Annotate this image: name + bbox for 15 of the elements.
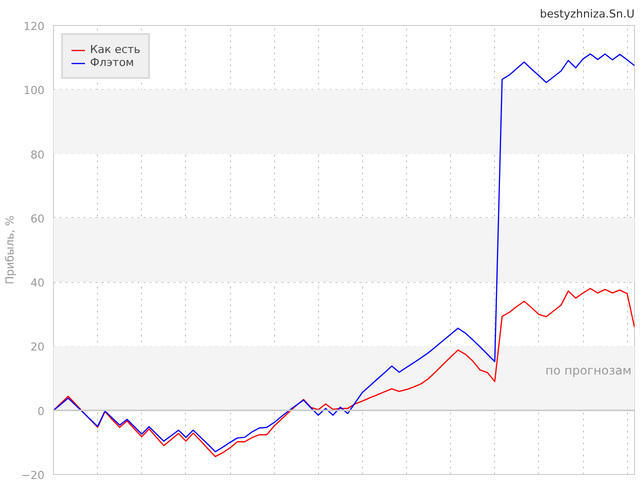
line-series [54,53,634,452]
y-tick-label: 80 [30,148,45,162]
line-series [54,288,634,458]
legend-label: Флэтом [90,56,134,69]
legend-label: Как есть [90,43,140,56]
y-tick-label: 40 [30,276,45,290]
y-tick-label: −20 [21,469,45,480]
y-axis-title: Прибыль, % [3,216,16,284]
annotation: по прогнозам [545,364,632,378]
y-tick-label: 100 [24,84,45,98]
y-tick-label: 0 [38,404,44,418]
y-tick-label: 120 [24,20,45,33]
y-tick-label: 20 [30,340,45,354]
chart-title: bestyzhniza.Sn.U [540,8,635,20]
y-tick-label: 60 [30,212,45,226]
